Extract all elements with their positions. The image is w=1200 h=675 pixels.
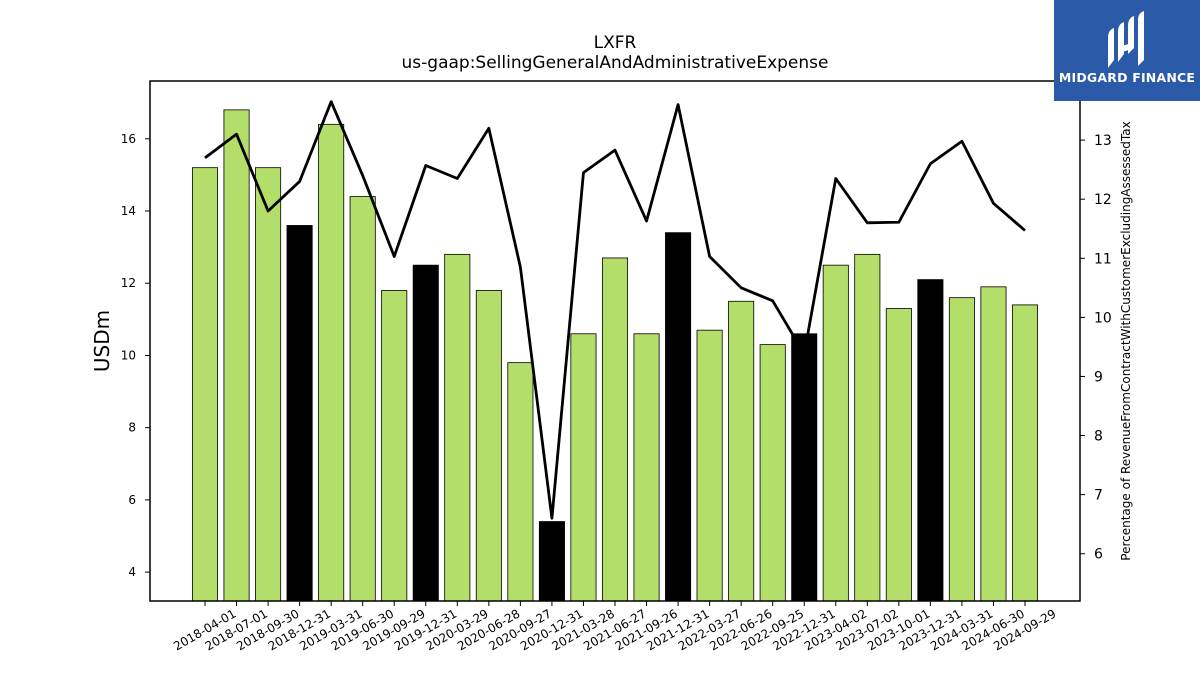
y2-tick-label: 6	[1094, 547, 1103, 563]
bar	[444, 253, 471, 602]
bar	[191, 167, 219, 602]
bar	[791, 333, 818, 602]
line-layer	[204, 100, 1026, 520]
bar	[381, 290, 408, 602]
bar	[633, 333, 660, 602]
bar	[507, 362, 534, 602]
bar	[917, 279, 944, 602]
bar	[412, 264, 439, 602]
bar	[948, 297, 975, 602]
bar	[570, 333, 597, 602]
bar	[601, 257, 629, 602]
y2-tick-label: 11	[1094, 251, 1112, 267]
bar	[475, 290, 502, 602]
y-axis-label: USDm	[90, 310, 114, 372]
y2-tick-label: 12	[1094, 192, 1112, 208]
bar	[665, 232, 692, 602]
y2-tick-label: 9	[1094, 369, 1103, 385]
y2-axis-label: Percentage of RevenueFromContractWithCus…	[1119, 121, 1133, 560]
logo-text: MIDGARD FINANCE	[1058, 70, 1196, 85]
y-axis: 4 6 8 10 12 14 16	[121, 132, 150, 579]
y-tick-label: 16	[121, 132, 136, 146]
bar	[318, 123, 345, 602]
bar	[223, 109, 250, 602]
bar	[255, 167, 282, 602]
x-axis: 2018-04-012018-07-012018-09-302018-12-31…	[171, 601, 1059, 653]
y-tick-label: 10	[121, 348, 136, 362]
y2-tick-label: 8	[1094, 429, 1103, 445]
y-tick-label: 12	[121, 276, 136, 290]
y2-tick-label: 10	[1094, 310, 1112, 326]
bar	[696, 329, 723, 602]
bar	[1011, 304, 1039, 602]
chart-title: LXFR	[594, 33, 637, 53]
bar	[822, 264, 849, 602]
y-tick-label: 14	[121, 204, 136, 218]
bars-layer	[191, 109, 1039, 602]
midgard-logo-icon	[1108, 11, 1144, 68]
y2-tick-label: 7	[1094, 488, 1103, 504]
chart-subtitle: us-gaap:SellingGeneralAndAdministrativeE…	[402, 53, 829, 73]
y2-tick-label: 13	[1094, 133, 1112, 149]
bar	[854, 253, 881, 602]
bar	[349, 196, 376, 602]
bar	[286, 225, 313, 602]
series-line	[204, 100, 1026, 520]
bar	[538, 521, 565, 602]
y-tick-label: 6	[128, 493, 136, 507]
logo-badge: MIDGARD FINANCE	[1054, 0, 1200, 101]
bar	[980, 286, 1007, 602]
y2-axis: 6 7 8 9 10 11 12 13	[1080, 133, 1112, 563]
y-tick-label: 8	[128, 421, 136, 435]
bar	[885, 308, 912, 602]
bar	[728, 300, 755, 602]
y-tick-label: 4	[128, 565, 136, 579]
bar	[759, 344, 786, 602]
